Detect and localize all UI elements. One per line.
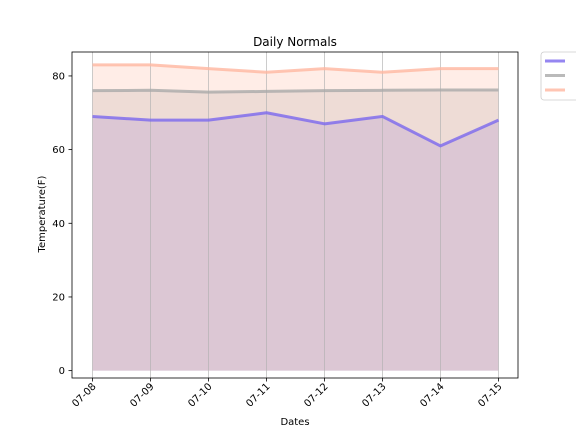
line-series-1 xyxy=(92,88,499,94)
x-tick-label: 07-14 xyxy=(418,381,446,409)
x-tick-label: 07-11 xyxy=(244,381,272,409)
x-tick-label: 07-10 xyxy=(186,381,214,409)
y-tick-label: 60 xyxy=(52,145,65,156)
area-series-1 xyxy=(92,89,499,371)
x-tick-label: 07-15 xyxy=(476,381,504,409)
y-tick-label: 0 xyxy=(59,366,65,377)
y-axis-label: Temperature(F) xyxy=(37,175,48,253)
area-series-0 xyxy=(92,112,499,371)
line-series-0 xyxy=(92,111,500,148)
legend xyxy=(540,51,576,101)
x-axis-label: Dates xyxy=(280,417,309,428)
y-tick-label: 40 xyxy=(52,219,65,230)
x-axis-ticks: 07-08 07-09 07-10 07-11 07-12 07-13 07-14 07-15 xyxy=(70,378,505,410)
x-tick-label: 07-08 xyxy=(70,381,98,409)
y-tick-label: 80 xyxy=(52,71,65,82)
plot-frame xyxy=(71,51,519,379)
line-series-2 xyxy=(92,63,499,74)
y-tick-label: 20 xyxy=(52,292,65,303)
x-tick-label: 07-09 xyxy=(128,381,156,409)
grid-lines xyxy=(92,52,499,378)
chart-title: Daily Normals xyxy=(253,35,337,49)
area-series-2 xyxy=(92,64,499,371)
x-tick-label: 07-12 xyxy=(302,381,330,409)
y-axis-ticks: 0 20 40 60 80 xyxy=(52,71,72,377)
series-lines xyxy=(92,63,500,148)
area-fills xyxy=(92,64,499,371)
x-tick-label: 07-13 xyxy=(360,381,388,409)
